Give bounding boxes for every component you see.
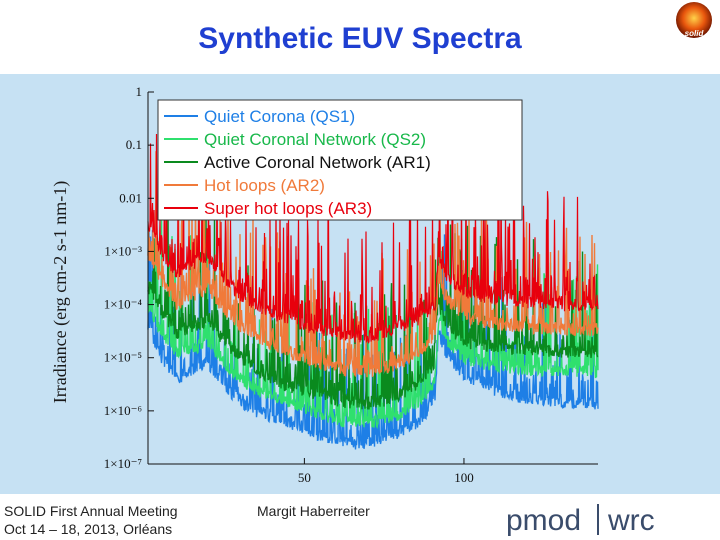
- y-tick-label: 1: [136, 84, 143, 99]
- axis-layer: 1 0.1 0.01 1×10⁻³ 1×10⁻⁴ 1×10⁻⁵ 1×10⁻⁶ 1×10⁻⁷ 50…: [104, 84, 598, 485]
- footer-meeting-info: SOLID First Annual Meeting Oct 14 – 18, …: [4, 502, 178, 538]
- y-tick-label: 1×10⁻⁶: [104, 403, 142, 418]
- slide-title: Synthetic EUV Spectra: [198, 22, 522, 55]
- x-tick-label: 100: [454, 470, 474, 485]
- series-line-2: [147, 217, 599, 430]
- y-tick-label: 1×10⁻⁵: [104, 350, 142, 365]
- spectrum-chart: 1 0.1 0.01 1×10⁻³ 1×10⁻⁴ 1×10⁻⁵ 1×10⁻⁶ 1×10⁻⁷ 50…: [50, 84, 599, 485]
- legend: Quiet Corona (QS1) Quiet Coronal Network …: [157, 99, 523, 221]
- y-tick-label: 1×10⁻⁴: [104, 297, 143, 312]
- solid-logo-sun: [676, 2, 712, 38]
- legend-label: Quiet Coronal Network (QS2): [204, 130, 426, 149]
- solid-logo-text: solid: [685, 29, 705, 38]
- series-layer: [147, 133, 599, 450]
- y-tick-label: 1×10⁻³: [104, 243, 142, 258]
- legend-label: Super hot loops (AR3): [204, 199, 372, 218]
- y-tick-label: 0.1: [126, 137, 142, 152]
- pmod-wrc-logo: pmod wrc: [506, 504, 655, 536]
- legend-label: Hot loops (AR2): [204, 176, 325, 195]
- wrc-logo-text: wrc: [607, 504, 655, 536]
- series-line-4: [147, 151, 599, 378]
- legend-box: [157, 99, 523, 221]
- series-line-5: [147, 133, 599, 344]
- footer-meeting-name: SOLID First Annual Meeting: [4, 503, 178, 519]
- y-tick-label: 0.01: [119, 190, 142, 205]
- series-line-1: [147, 228, 599, 450]
- x-tick-label: 50: [298, 470, 311, 485]
- legend-label: Quiet Corona (QS1): [204, 107, 355, 126]
- footer-presenter: Margit Haberreiter: [257, 503, 370, 519]
- chart-panel: 1 0.1 0.01 1×10⁻³ 1×10⁻⁴ 1×10⁻⁵ 1×10⁻⁶ 1×10⁻⁷ 50…: [0, 74, 720, 494]
- y-axis-label: Irradiance (erg cm-2 s-1 nm-1): [50, 181, 71, 404]
- legend-label: Active Coronal Network (AR1): [204, 153, 431, 172]
- y-tick-label: 1×10⁻⁷: [104, 456, 142, 471]
- pmod-logo-text: pmod: [506, 504, 581, 536]
- solid-logo: solid: [676, 2, 712, 38]
- footer-meeting-dates: Oct 14 – 18, 2013, Orléans: [4, 521, 173, 537]
